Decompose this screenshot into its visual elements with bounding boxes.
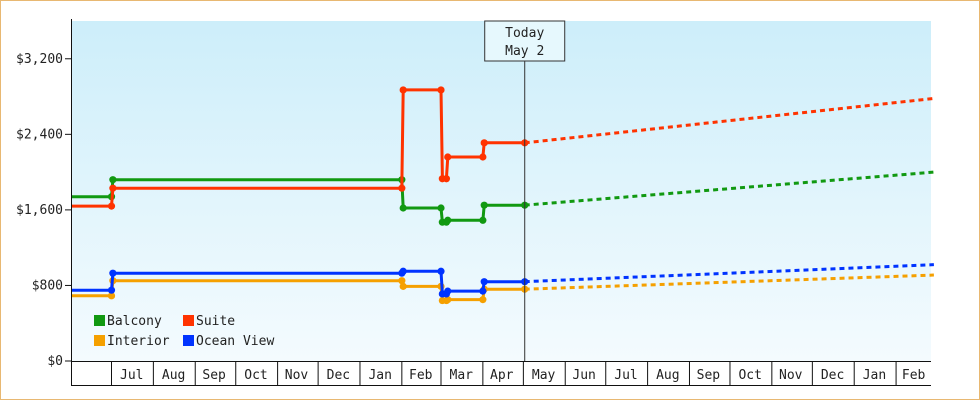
- forecast-line-suite: [524, 96, 935, 145]
- data-point-interior: [399, 282, 407, 290]
- data-point-balcony: [444, 216, 452, 224]
- data-point-suite: [109, 184, 117, 192]
- x-tick-label: Nov: [779, 368, 803, 383]
- data-point-balcony: [479, 216, 487, 224]
- x-tick-label: Dec: [327, 368, 350, 383]
- today-box: [484, 20, 566, 62]
- data-point-suite: [437, 86, 445, 94]
- legend-label-suite: Suite: [196, 314, 235, 329]
- y-tick-label: $3,200: [16, 52, 63, 67]
- x-tick-label: Aug: [162, 368, 185, 383]
- data-point-balcony: [480, 201, 488, 209]
- data-point-ocean-view: [107, 286, 116, 294]
- legend-swatch-interior: [94, 335, 105, 346]
- data-point-suite: [480, 139, 488, 147]
- legend-label-interior: Interior: [107, 334, 170, 349]
- data-point-suite: [399, 86, 407, 94]
- legend-swatch-balcony: [94, 315, 105, 326]
- data-point-suite: [442, 175, 451, 183]
- data-point-suite: [444, 153, 452, 161]
- data-point-balcony: [399, 204, 407, 212]
- today-label: Today: [505, 26, 544, 41]
- y-tick-label: $2,400: [16, 127, 63, 142]
- data-point-ocean-view: [444, 287, 452, 295]
- x-tick-label: Jul: [614, 368, 637, 383]
- data-point-ocean-view: [437, 267, 445, 275]
- x-tick-label: Jan: [368, 368, 391, 383]
- x-tick-label: Oct: [738, 368, 761, 383]
- legend-label-ocean-view: Ocean View: [196, 334, 274, 349]
- data-point-balcony: [437, 204, 445, 212]
- x-tick-label: Jul: [120, 368, 143, 383]
- data-point-interior: [444, 296, 452, 304]
- data-point-interior: [398, 277, 406, 285]
- x-tick-label: Sep: [697, 368, 721, 383]
- data-point-ocean-view: [109, 269, 117, 277]
- data-point-ocean-view: [480, 278, 488, 286]
- x-tick-label: Aug: [656, 368, 679, 383]
- y-tick-label: $1,600: [16, 203, 63, 218]
- y-tick-label: $800: [32, 278, 63, 293]
- data-point-ocean-view: [399, 267, 407, 275]
- x-tick-label: Mar: [450, 368, 474, 383]
- x-tick-label: Feb: [409, 368, 433, 383]
- x-tick-label: Nov: [285, 368, 309, 383]
- data-point-suite: [398, 184, 406, 192]
- x-tick-label: Oct: [244, 368, 267, 383]
- x-tick-label: Apr: [490, 368, 514, 383]
- y-tick-label: $0: [47, 354, 63, 369]
- legend-swatch-suite: [183, 315, 194, 326]
- x-tick-label: Feb: [902, 368, 926, 383]
- x-tick-label: Jan: [863, 368, 886, 383]
- data-point-ocean-view: [479, 287, 487, 295]
- x-tick-label: Dec: [821, 368, 844, 383]
- forecast-line-balcony: [524, 170, 935, 207]
- data-point-suite: [479, 153, 487, 161]
- plot-area: [71, 21, 931, 361]
- data-point-balcony: [109, 176, 117, 184]
- data-point-interior: [107, 292, 116, 300]
- x-tick-label: May: [532, 368, 556, 383]
- legend-label-balcony: Balcony: [107, 314, 162, 329]
- legend-swatch-ocean-view: [183, 335, 194, 346]
- x-tick-label: Sep: [202, 368, 226, 383]
- data-point-interior: [479, 296, 487, 304]
- data-point-suite: [107, 202, 116, 210]
- x-tick-label: Jun: [572, 368, 595, 383]
- today-date: May 2: [505, 44, 544, 59]
